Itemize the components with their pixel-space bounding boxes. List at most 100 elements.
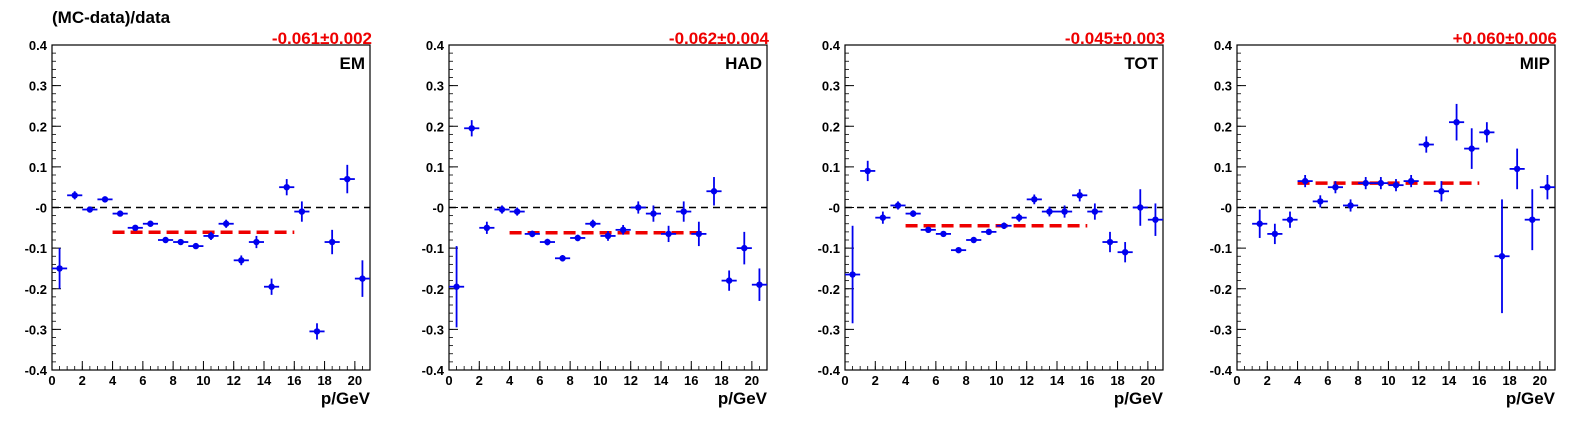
- x-tick-label: 12: [1019, 373, 1033, 388]
- data-point: [253, 238, 260, 246]
- x-tick-label: 20: [745, 373, 759, 388]
- data-point: [283, 183, 290, 191]
- data-point: [1061, 208, 1068, 215]
- panel-name-label: EM: [340, 54, 366, 73]
- y-tick-label: 0.4: [426, 38, 445, 53]
- x-tick-label: 10: [989, 373, 1003, 388]
- data-point: [1317, 198, 1324, 205]
- data-point: [741, 244, 748, 252]
- x-tick-label: 12: [623, 373, 637, 388]
- data-point: [344, 175, 351, 183]
- x-tick-label: 16: [287, 373, 301, 388]
- data-point: [894, 202, 902, 209]
- y-tick-label: 0.2: [29, 119, 47, 134]
- data-point: [1347, 202, 1354, 209]
- data-point: [725, 277, 733, 284]
- data-point: [1483, 129, 1491, 136]
- data-point: [1271, 230, 1279, 238]
- data-point: [1137, 204, 1144, 211]
- data-point: [1392, 181, 1400, 189]
- data-point: [86, 206, 94, 213]
- y-tick-label: -0.4: [422, 363, 445, 378]
- data-point: [1544, 183, 1551, 191]
- data-point: [1121, 248, 1129, 256]
- data-point: [483, 224, 491, 232]
- y-tick-label: 0.4: [1214, 38, 1233, 53]
- data-point: [559, 255, 566, 262]
- data-point: [1046, 208, 1053, 215]
- y-tick-label: -0.2: [422, 282, 444, 297]
- panel-name-label: HAD: [725, 54, 762, 73]
- data-point: [1286, 216, 1294, 223]
- y-tick-label: -0.4: [1210, 363, 1233, 378]
- x-tick-label: 16: [1472, 373, 1486, 388]
- y-tick-label: 0.3: [1214, 79, 1232, 94]
- data-point: [498, 206, 506, 213]
- data-point: [665, 230, 672, 238]
- y-tick-label: -0.2: [818, 282, 840, 297]
- data-point: [604, 232, 612, 240]
- data-point: [544, 238, 551, 246]
- data-point: [132, 224, 139, 232]
- x-tick-label: 6: [139, 373, 146, 388]
- y-tick-label: 0.2: [426, 119, 444, 134]
- x-tick-label: 18: [714, 373, 728, 388]
- y-tick-label: -0.1: [422, 241, 444, 256]
- y-tick-label: -0.3: [1210, 322, 1232, 337]
- data-point: [1438, 188, 1445, 195]
- y-tick-label: -0.4: [25, 363, 48, 378]
- y-tick-label: -0.2: [1210, 282, 1232, 297]
- data-point: [222, 220, 230, 227]
- data-point: [1332, 183, 1339, 191]
- data-point: [147, 220, 154, 227]
- x-tick-label: 4: [902, 373, 910, 388]
- y-tick-label: -0.3: [818, 322, 840, 337]
- y-tick-label: -0: [1220, 201, 1232, 216]
- x-tick-label: 4: [1294, 373, 1302, 388]
- data-point: [101, 196, 109, 203]
- y-tick-label: 0.4: [822, 38, 841, 53]
- fit-result-label: -0.062±0.004: [669, 29, 770, 48]
- data-point: [328, 238, 336, 246]
- y-tick-label: -0.1: [1210, 241, 1232, 256]
- x-tick-label: 12: [226, 373, 240, 388]
- data-point: [879, 214, 887, 221]
- x-tick-label: 20: [1141, 373, 1155, 388]
- y-tick-label: -0: [432, 201, 444, 216]
- x-tick-label: 14: [1050, 373, 1065, 388]
- data-point: [635, 204, 642, 211]
- y-tick-label: 0.1: [29, 160, 47, 175]
- data-point: [1407, 177, 1415, 185]
- x-tick-label: 16: [1080, 373, 1094, 388]
- fit-result-label: -0.045±0.003: [1065, 29, 1165, 48]
- data-point: [529, 230, 536, 238]
- y-tick-label: 0.1: [822, 160, 840, 175]
- data-point: [756, 281, 763, 288]
- data-point: [1377, 179, 1385, 187]
- data-point: [864, 167, 871, 175]
- data-point: [1000, 222, 1008, 229]
- data-point: [1301, 177, 1309, 185]
- data-point: [71, 192, 78, 199]
- data-point: [1256, 220, 1263, 227]
- data-point: [574, 234, 581, 242]
- x-tick-label: 0: [841, 373, 848, 388]
- x-tick-label: 6: [1324, 373, 1331, 388]
- x-tick-label: 8: [567, 373, 574, 388]
- x-tick-label: 4: [109, 373, 117, 388]
- y-tick-label: 0.4: [29, 38, 48, 53]
- data-point: [238, 257, 245, 264]
- y-axis-title: (MC-data)/data: [52, 8, 171, 27]
- data-point: [1453, 118, 1460, 126]
- x-tick-label: 12: [1411, 373, 1425, 388]
- data-point: [680, 208, 687, 215]
- x-tick-label: 2: [79, 373, 86, 388]
- data-point: [298, 208, 306, 215]
- x-tick-label: 18: [317, 373, 331, 388]
- y-tick-label: -0.4: [818, 363, 841, 378]
- y-tick-label: 0.1: [426, 160, 444, 175]
- x-tick-label: 18: [1110, 373, 1124, 388]
- y-tick-label: -0.1: [25, 241, 47, 256]
- data-point: [1529, 216, 1536, 223]
